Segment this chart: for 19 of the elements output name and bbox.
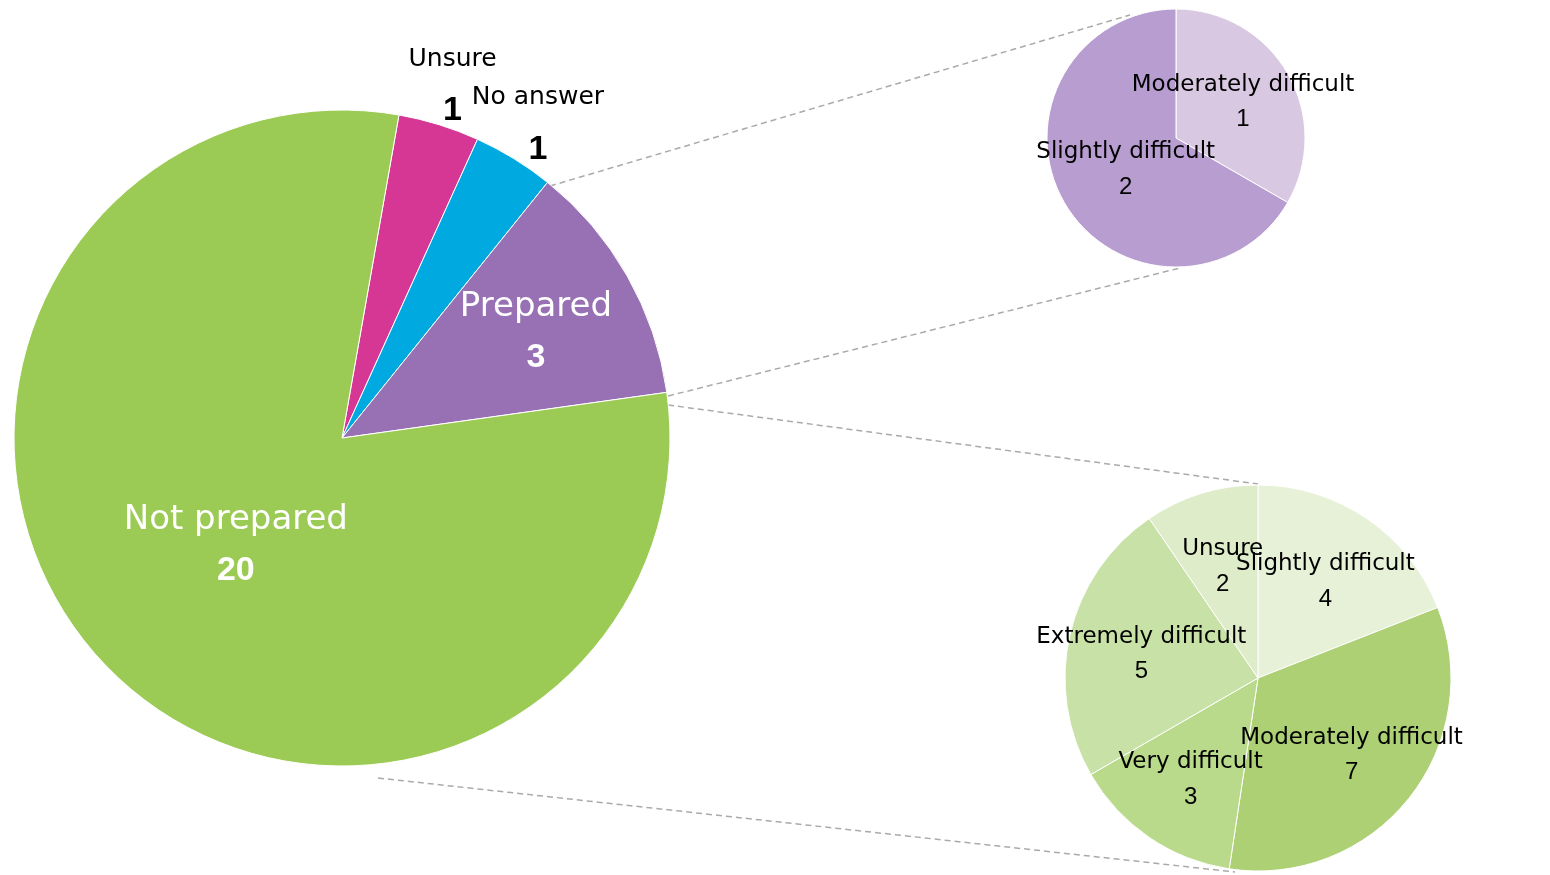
data-label: 3 [1183, 781, 1198, 809]
slice-label: Slightly difficult [1036, 137, 1216, 164]
data-label: 2 [1119, 171, 1133, 199]
slice-label: Unsure [408, 42, 497, 72]
slice-label: Very difficult [1118, 747, 1263, 774]
data-label: 7 [1344, 757, 1359, 785]
slice-label: Prepared [459, 284, 613, 325]
data-label: 2 [1216, 568, 1230, 596]
data-label: 3 [526, 336, 546, 375]
slice-label: Not prepared [123, 496, 348, 537]
data-label: 1 [443, 89, 463, 127]
slice-label: Extremely difficult [1036, 621, 1247, 648]
slice-label: Moderately difficult [1131, 69, 1355, 96]
data-label: 5 [1134, 656, 1149, 684]
data-label: 20 [216, 548, 255, 587]
data-label: 4 [1318, 584, 1333, 612]
data-label: 1 [528, 127, 548, 166]
data-label: 1 [1236, 104, 1250, 132]
slice-label: No answer [471, 81, 605, 111]
